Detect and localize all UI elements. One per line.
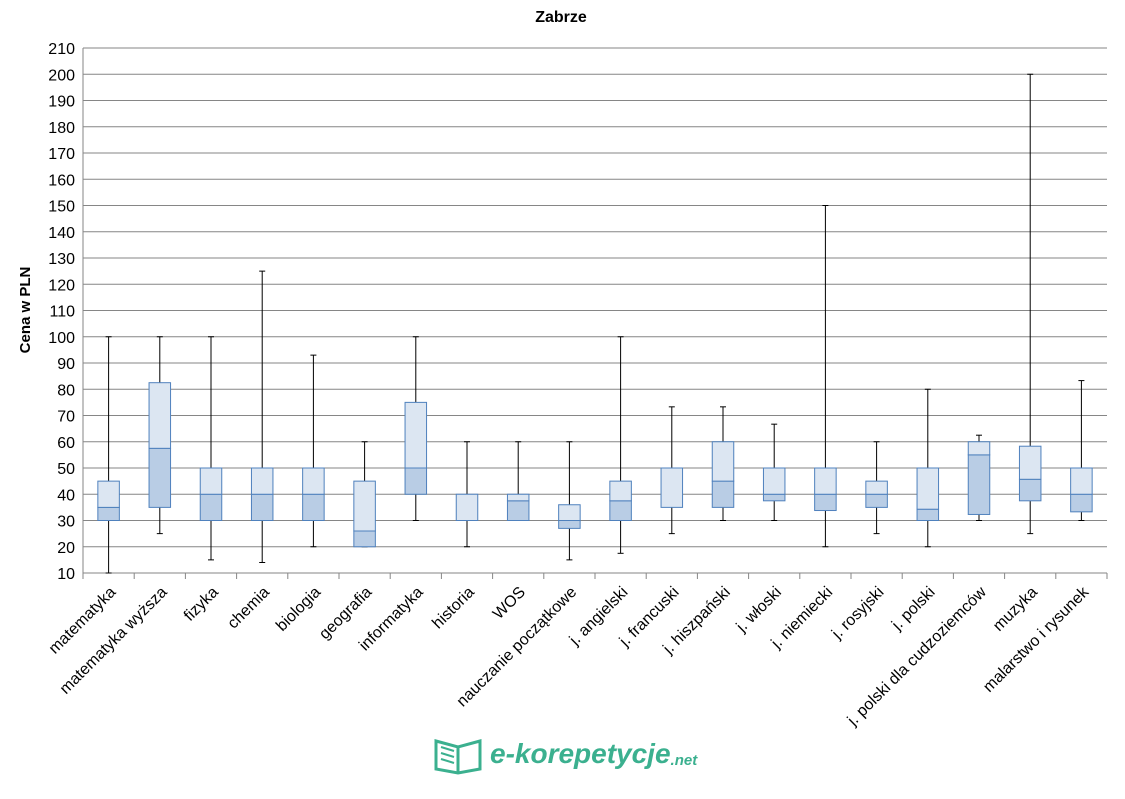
y-tick-label: 200 [48, 67, 75, 84]
box-10 [609, 336, 632, 554]
box-lower [302, 493, 325, 521]
box-upper [711, 441, 735, 482]
y-tick-label: 70 [57, 409, 75, 426]
book-icon [434, 739, 482, 775]
logo-suffix: .net [670, 751, 698, 769]
box-upper [1018, 445, 1042, 480]
box-5 [353, 441, 376, 548]
y-tick-label: 190 [48, 94, 75, 111]
box-15 [865, 441, 888, 535]
y-tick-label: 90 [57, 356, 75, 373]
box-lower [711, 480, 735, 508]
box-lower [916, 508, 940, 521]
box-lower [814, 493, 837, 512]
y-tick-label: 80 [57, 382, 75, 399]
logo: e-korepetycje .net [432, 733, 697, 775]
x-tick-label: fizyka [181, 584, 222, 625]
box-upper [660, 467, 684, 508]
x-tick-label: biologia [273, 584, 324, 635]
box-upper [814, 467, 837, 495]
box-upper [404, 401, 428, 469]
box-4 [302, 354, 325, 548]
y-tick-label: 210 [48, 41, 75, 58]
box-12 [711, 406, 735, 521]
box-11 [660, 406, 684, 535]
box-lower [506, 500, 530, 521]
x-tick-label: muzyka [990, 584, 1041, 635]
box-17 [967, 434, 991, 521]
box-upper [609, 480, 632, 502]
y-tick-label: 40 [57, 487, 75, 504]
box-6 [404, 336, 428, 521]
x-tick-label: j. włoski [733, 584, 785, 636]
y-tick-label: 50 [57, 461, 75, 478]
box-lower [558, 520, 581, 529]
box-lower [353, 530, 376, 548]
box-lower [404, 467, 428, 495]
box-upper [353, 480, 376, 532]
box-16 [916, 388, 940, 548]
box-lower [762, 493, 786, 502]
box-13 [762, 423, 786, 521]
y-tick-label: 180 [48, 120, 75, 137]
y-tick-label: 160 [48, 172, 75, 189]
box-0 [97, 336, 120, 574]
box-upper [506, 493, 530, 502]
x-tick-label: j. rosyjski [828, 584, 887, 643]
box-lower [250, 493, 274, 521]
box-7 [455, 441, 479, 548]
box-lower [967, 454, 991, 515]
logo-text: e-korepetycje [490, 738, 671, 769]
box-upper [199, 467, 223, 495]
box-upper [967, 441, 991, 456]
box-upper [302, 467, 325, 495]
box-18 [1018, 73, 1042, 535]
y-tick-label: 130 [48, 251, 75, 268]
box-19 [1070, 380, 1093, 521]
box-9 [558, 441, 581, 561]
y-tick-label: 30 [57, 514, 75, 531]
y-tick-label: 20 [57, 540, 75, 557]
box-1 [148, 336, 172, 535]
x-tick-label: WOS [490, 584, 529, 623]
box-upper [558, 504, 581, 521]
boxplot-chart: Zabrze Cena w PLN 10 20 30 40 50 60 70 80 90 100 1… [17, 9, 1108, 730]
y-tick-label: 60 [57, 435, 75, 452]
box-14 [814, 205, 837, 548]
box-lower [148, 447, 172, 508]
y-tick-label: 150 [48, 199, 75, 216]
y-tick-label: 100 [48, 330, 75, 347]
box-2 [199, 336, 223, 561]
y-tick-label: 10 [57, 566, 75, 583]
box-lower [609, 500, 632, 521]
x-tick-label: historia [429, 584, 478, 633]
box-lower [97, 506, 120, 521]
box-lower [1070, 493, 1093, 513]
y-tick-label: 110 [49, 304, 75, 321]
box-upper [916, 467, 940, 510]
box-lower [865, 493, 888, 508]
box-upper [865, 480, 888, 495]
box-lower [199, 493, 223, 521]
y-tick-label: 140 [48, 225, 75, 242]
box-lower [1018, 478, 1042, 502]
y-tick-label: 170 [48, 146, 75, 163]
x-tick-label: chemia [225, 584, 274, 633]
y-axis-label: Cena w PLN [17, 267, 34, 354]
box-upper [762, 467, 786, 495]
box-upper [250, 467, 274, 495]
box-upper [148, 382, 172, 449]
chart-title: Zabrze [535, 9, 587, 26]
box-upper [1070, 467, 1093, 495]
box-upper [97, 480, 120, 508]
box-upper [455, 493, 479, 521]
box-3 [250, 270, 274, 563]
x-tick-label: j. polski [888, 584, 938, 634]
box-8 [506, 441, 530, 521]
y-tick-label: 120 [48, 277, 75, 294]
